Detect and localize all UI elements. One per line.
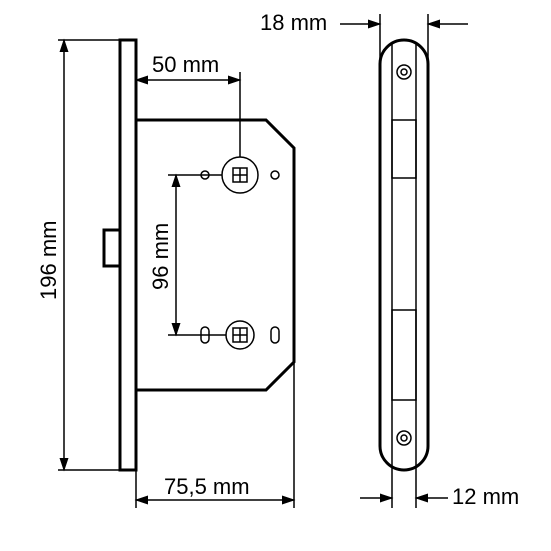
- forend-plate: [380, 40, 428, 470]
- dim-50mm-label: 50 mm: [152, 52, 219, 77]
- lock-diagram: 196 mm 50 mm 96 mm 75,5 mm: [0, 0, 551, 551]
- faceplate: [120, 40, 136, 470]
- fixing-slot-bot-right: [271, 327, 279, 343]
- spindle-hole: [222, 157, 258, 193]
- latch-bolt: [104, 230, 120, 266]
- fixing-hole-top-right: [271, 171, 279, 179]
- dim-18mm: 18 mm: [260, 10, 468, 60]
- dim-50mm: 50 mm: [136, 52, 240, 157]
- dim-96mm: 96 mm: [148, 175, 226, 335]
- dim-755mm-label: 75,5 mm: [164, 474, 250, 499]
- forend-latch-slot: [392, 120, 416, 178]
- dim-196mm-label: 196 mm: [36, 221, 61, 300]
- dimensions: 196 mm 50 mm 96 mm 75,5 mm: [36, 10, 519, 509]
- dim-12mm: 12 mm: [360, 466, 519, 509]
- dim-18mm-label: 18 mm: [260, 10, 327, 35]
- screw-top: [397, 65, 411, 79]
- front-view: [104, 40, 294, 470]
- key-hole: [226, 321, 254, 349]
- forend-view: [380, 40, 428, 470]
- screw-bottom: [397, 431, 411, 445]
- dim-96mm-label: 96 mm: [148, 223, 173, 290]
- forend-bolt-slot: [392, 310, 416, 400]
- dim-12mm-label: 12 mm: [452, 484, 519, 509]
- dim-196mm: 196 mm: [36, 40, 120, 470]
